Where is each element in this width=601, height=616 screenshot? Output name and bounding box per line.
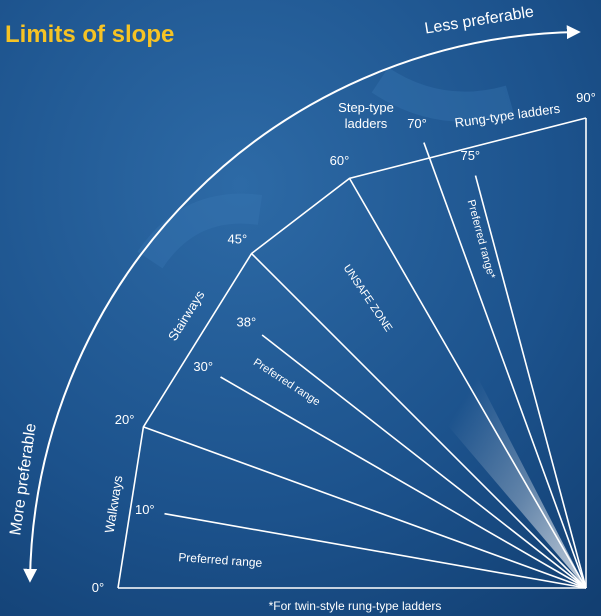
- footnote: *For twin-style rung-type ladders: [269, 599, 442, 613]
- angle-label: 90°: [576, 90, 596, 105]
- angle-label: 20°: [115, 412, 135, 427]
- angle-label: 30°: [193, 359, 213, 374]
- angle-label: 60°: [330, 153, 350, 168]
- angle-label: 75°: [460, 148, 480, 163]
- angle-label: 0°: [92, 580, 104, 595]
- angle-label: 70°: [407, 116, 427, 131]
- title: Limits of slope: [5, 21, 174, 48]
- diagram: Limits of slope Less preferable More pre…: [0, 0, 601, 616]
- angle-label: 10°: [135, 502, 155, 517]
- angle-label: 45°: [228, 231, 248, 246]
- zone-label: Step-type: [338, 100, 394, 115]
- zone-label: ladders: [345, 116, 388, 131]
- angle-label: 38°: [237, 315, 257, 330]
